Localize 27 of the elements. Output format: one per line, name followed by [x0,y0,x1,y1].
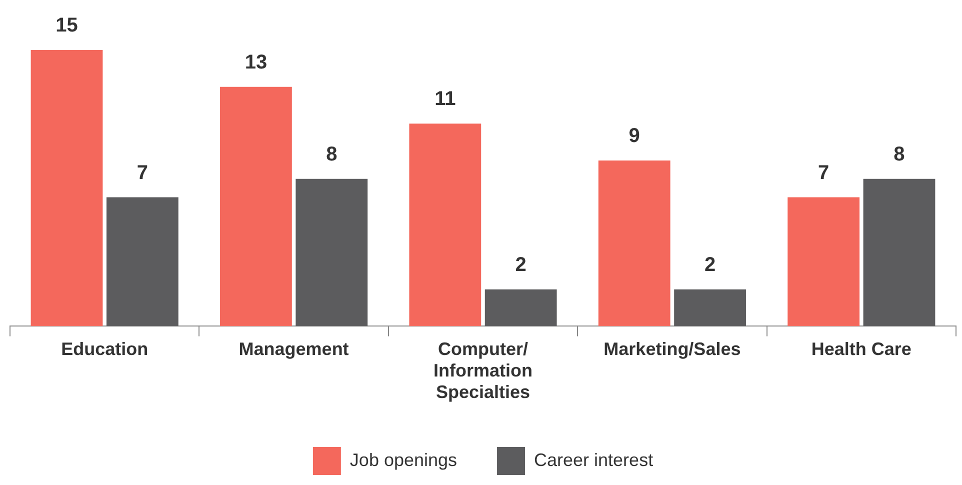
data-label: 15 [56,14,78,37]
legend-label: Job openings [350,450,458,470]
bar [788,197,860,326]
bar [598,160,670,326]
data-label: 7 [136,162,148,184]
bar [863,178,936,326]
data-label: 13 [244,51,268,74]
data-label: 7 [818,162,830,184]
x-tick-label: Computer/ Information Specialties [434,338,532,402]
bar [30,50,103,326]
bar [296,178,368,326]
bar [674,289,746,326]
x-tick-label: Marketing/Sales [604,338,741,359]
x-tick-label: Education [61,338,148,359]
x-tick-label: Management [238,338,349,359]
data-label: 9 [628,124,640,147]
bar [106,197,178,326]
bar [484,289,557,326]
data-label: 8 [894,143,905,166]
data-label: 8 [326,143,338,166]
bar [220,86,292,326]
data-label: 2 [704,254,716,276]
data-label: 2 [515,254,526,276]
x-tick-label: Health Care [811,338,912,359]
legend-label: Career interest [534,450,654,470]
bar [409,124,482,326]
data-label: 11 [434,88,456,110]
